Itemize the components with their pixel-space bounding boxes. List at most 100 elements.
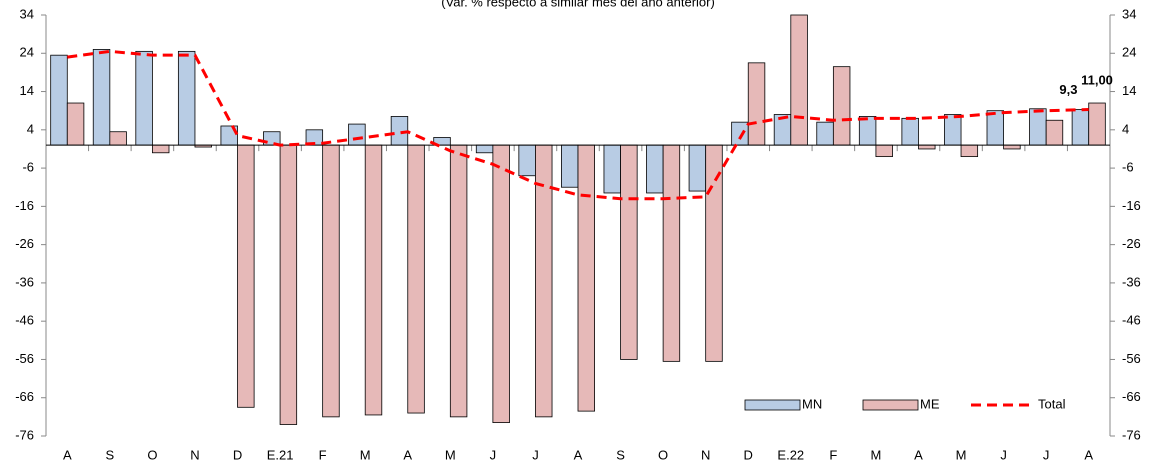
x-tick-label: A	[63, 447, 72, 462]
x-tick-label: M	[445, 447, 456, 462]
bar	[901, 117, 919, 146]
x-tick-label: S	[616, 447, 625, 462]
bar	[1003, 144, 1021, 150]
bar	[662, 144, 681, 362]
legend-label: MN	[802, 396, 822, 411]
x-tick-label: A	[914, 447, 923, 462]
bar	[518, 144, 536, 177]
x-tick-label: A	[574, 447, 583, 462]
bar	[731, 121, 749, 146]
legend-swatch	[862, 399, 919, 411]
legend-label: ME	[920, 396, 940, 411]
y-tick-label: -36	[15, 274, 34, 289]
chart-subtitle: (Var. % respecto a similar mes del año a…	[441, 0, 715, 9]
bar	[561, 144, 579, 188]
y-tick-label: -6	[22, 160, 34, 175]
data-label: 11,00	[1081, 72, 1113, 87]
x-tick-label: J	[1043, 447, 1050, 462]
x-tick-label: E.21	[267, 447, 294, 462]
bar	[1088, 102, 1106, 146]
y-tick-label: 4	[27, 121, 34, 136]
bar	[1071, 109, 1090, 146]
y-tick-label: 24	[20, 45, 34, 60]
x-tick-label: J	[532, 447, 539, 462]
data-label: 9,3	[1059, 82, 1077, 97]
bar	[816, 121, 834, 146]
bar	[790, 14, 808, 146]
y-tick-label: 14	[20, 83, 34, 98]
x-tick-label: D	[744, 447, 753, 462]
y-tick-label: -76	[15, 427, 34, 442]
y2-tick-label: 24	[1122, 45, 1136, 60]
bar	[492, 144, 510, 424]
y-tick-label: -56	[15, 351, 34, 366]
bar	[92, 49, 111, 146]
y2-tick-label: -16	[1122, 198, 1141, 213]
bar	[688, 144, 707, 192]
bar	[832, 66, 851, 146]
y2-tick-label: -36	[1122, 274, 1141, 289]
bar	[348, 123, 366, 146]
bar	[620, 144, 638, 360]
y2-tick-label: 4	[1122, 121, 1129, 136]
bar	[944, 114, 962, 146]
bar	[646, 144, 664, 194]
y2-tick-label: -56	[1122, 351, 1141, 366]
x-tick-label: M	[360, 447, 371, 462]
legend-label: Total	[1038, 396, 1066, 411]
bar	[135, 50, 153, 146]
y-tick-label: 34	[20, 6, 34, 21]
bar	[603, 144, 621, 194]
bar	[858, 116, 877, 146]
bar	[66, 102, 85, 146]
bar	[449, 144, 468, 418]
y-tick-label: -66	[15, 389, 34, 404]
x-tick-label: D	[233, 447, 242, 462]
bar	[279, 144, 298, 425]
bar	[364, 144, 383, 416]
x-tick-label: E.22	[777, 447, 804, 462]
bar	[109, 131, 127, 146]
y2-tick-label: -66	[1122, 389, 1141, 404]
y2-tick-label: -76	[1122, 427, 1141, 442]
bar	[237, 144, 255, 408]
bar	[177, 50, 196, 146]
legend-swatch	[744, 399, 801, 411]
bar	[986, 110, 1004, 146]
x-tick-label: A	[403, 447, 412, 462]
y-tick-label: -26	[15, 236, 34, 251]
bar	[918, 144, 936, 150]
x-tick-label: J	[490, 447, 497, 462]
bar	[407, 144, 425, 414]
x-tick-label: N	[701, 447, 710, 462]
y-tick-label: -16	[15, 198, 34, 213]
y2-tick-label: -26	[1122, 236, 1141, 251]
bar	[1029, 108, 1047, 146]
y-tick-label: -46	[15, 313, 34, 328]
x-tick-label: M	[956, 447, 967, 462]
y2-tick-label: -6	[1122, 160, 1134, 175]
bar	[875, 144, 893, 158]
x-tick-label: S	[106, 447, 115, 462]
bar	[475, 144, 494, 154]
bar	[577, 144, 595, 412]
bar	[1045, 119, 1064, 146]
bar	[322, 144, 340, 418]
x-tick-label: O	[658, 447, 668, 462]
bar	[960, 144, 979, 158]
bar	[705, 144, 723, 362]
x-tick-label: O	[147, 447, 157, 462]
x-tick-label: M	[870, 447, 881, 462]
y2-tick-label: 34	[1122, 6, 1136, 21]
bar	[151, 144, 170, 154]
bar	[747, 62, 766, 146]
y2-tick-label: 14	[1122, 83, 1136, 98]
x-tick-label: N	[190, 447, 199, 462]
y2-tick-label: -46	[1122, 313, 1141, 328]
bar	[50, 54, 68, 146]
x-tick-label: J	[1000, 447, 1007, 462]
x-tick-label: F	[829, 447, 837, 462]
x-tick-label: A	[1084, 447, 1093, 462]
x-tick-label: F	[319, 447, 327, 462]
